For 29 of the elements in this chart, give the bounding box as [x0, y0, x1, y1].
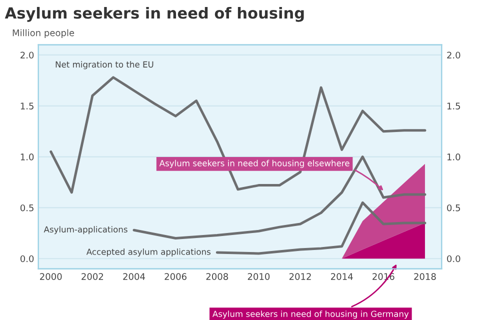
line-series: [216, 201, 426, 255]
x-tick-label: 2012: [289, 273, 311, 280]
text: Asylum seekers in need of housing in Germany: [212, 310, 409, 319]
y2-tick-label: 1.0: [447, 154, 460, 160]
series-label: Accepted asylum applications: [86, 248, 210, 257]
y-tick-label: 0.0: [20, 255, 34, 262]
y-tick-label: 0.5: [20, 204, 34, 212]
y2-tick-label: 2.0: [447, 52, 460, 59]
x-tick-label: 2008: [206, 273, 228, 280]
x-tick-label: 2018: [414, 273, 436, 280]
y-axis-title: Million people: [12, 29, 74, 38]
line-series: [132, 156, 426, 240]
text: Asylum seekers in need of housing elsewhere: [159, 160, 350, 168]
x-tick-label: 2014: [331, 273, 353, 280]
y2-tick-label: 0.5: [447, 204, 460, 212]
x-tick-label: 2002: [82, 273, 104, 280]
y2-tick-label: 0.0: [447, 255, 460, 262]
line-series: [50, 76, 426, 194]
y-tick-label: 1.0: [20, 154, 34, 160]
x-tick-label: 2010: [248, 273, 270, 280]
y2-tick-label: 1.5: [447, 102, 460, 110]
x-tick-label: 2000: [40, 273, 62, 280]
y-tick-label: 1.5: [20, 102, 34, 110]
x-tick-label: 2006: [164, 273, 186, 280]
x-tick-label: 2004: [123, 273, 145, 280]
series-label: Net migration to the EU: [56, 61, 154, 70]
chart-title: Asylum seekers in need of housing: [4, 6, 304, 22]
series-label: Asylum-applications: [44, 226, 128, 234]
y-tick-label: 2.0: [20, 52, 34, 59]
